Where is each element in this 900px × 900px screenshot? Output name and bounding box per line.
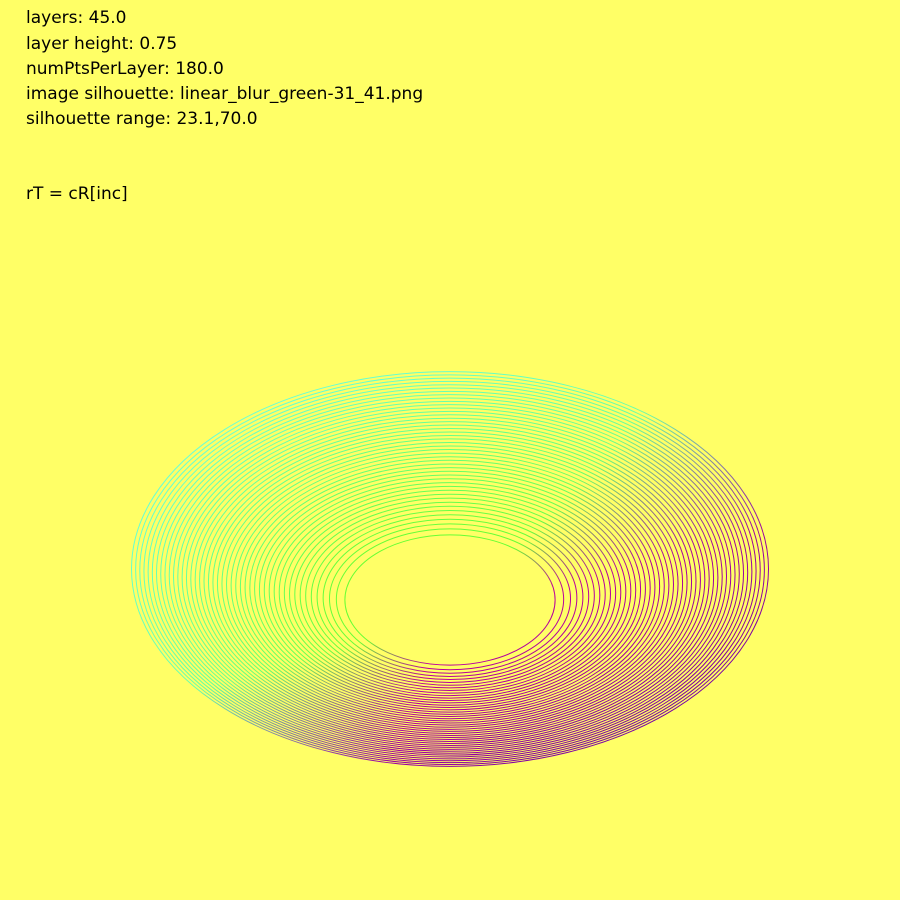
layer-ring-32 [185,414,715,743]
layer-ring-8 [299,501,601,689]
silhouette-range-label: silhouette range: 23.1,70.0 [26,109,258,129]
layer-ring-45 [131,371,769,767]
layer-ring-37 [164,397,736,752]
layer-ring-6 [310,510,590,683]
layer-ring-13 [273,482,627,702]
layer-height-label: layer height: 0.75 [26,34,178,54]
layer-ring-19 [244,459,656,715]
layer-ring-2 [335,528,565,671]
layer-ring-41 [147,384,753,760]
layer-ring-25 [216,438,684,728]
layer-ring-24 [221,441,679,726]
layer-ring-35 [172,404,728,748]
layer-ring-11 [283,489,617,697]
layer-ring-14 [268,478,632,704]
layer-ring-39 [156,390,744,756]
layer-ring-43 [139,377,761,764]
layer-ring-33 [181,410,719,744]
layer-ring-40 [151,387,749,758]
layer-ring-38 [160,394,740,754]
layer-ring-36 [168,400,732,750]
layer-ring-7 [305,505,595,686]
layer-ring-28 [203,428,697,734]
layer-ring-9 [294,497,606,692]
layer-ring-22 [230,449,670,722]
layers-label: layers: 45.0 [26,8,127,28]
layer-ring-30 [194,421,706,739]
layer-ring-42 [143,380,757,762]
layer-ring-3 [328,523,572,674]
layer-ring-34 [177,407,723,746]
layer-ring-44 [135,374,765,766]
layer-ring-23 [226,445,674,724]
layer-ring-15 [263,474,637,706]
layer-ring-5 [316,514,584,681]
num-pts-per-layer-label: numPtsPerLayer: 180.0 [26,59,224,79]
layer-ring-26 [212,434,688,730]
layer-ring-4 [322,518,578,678]
layer-ring-29 [199,424,701,736]
layer-ring-31 [190,417,710,741]
layer-ring-12 [278,485,622,699]
layer-ring-18 [249,463,651,713]
layer-ring-17 [254,467,646,711]
layer-ring-10 [289,493,611,694]
image-silhouette-label: image silhouette: linear_blur_green-31_4… [26,84,424,104]
layer-ring-1 [344,534,556,666]
formula-label: rT = cR[inc] [26,184,128,204]
layer-ring-16 [258,470,642,709]
layer-ring-21 [235,452,665,720]
layer-ring-27 [207,431,693,732]
layer-ring-20 [239,456,661,718]
